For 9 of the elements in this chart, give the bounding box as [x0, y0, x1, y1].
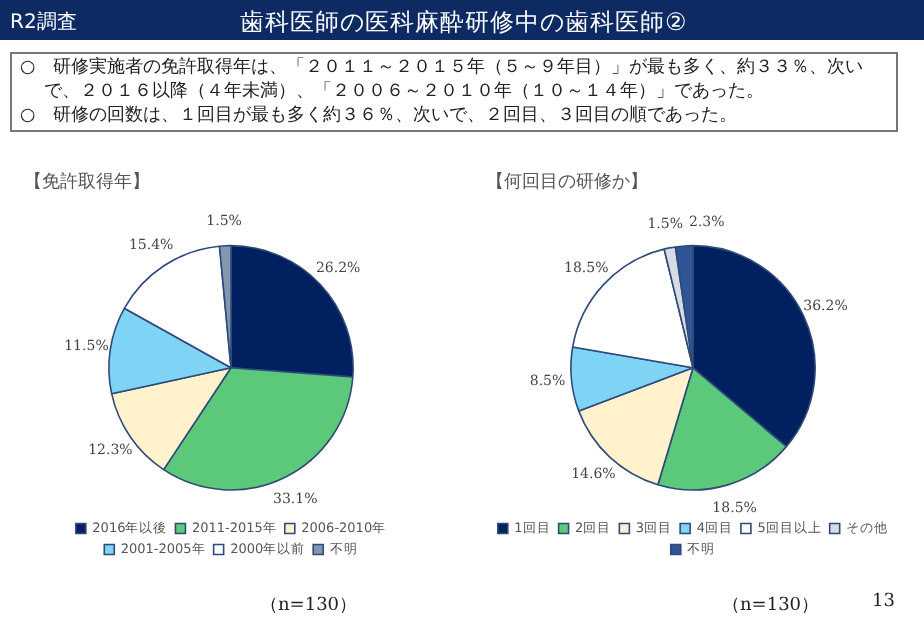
text: （n=130） — [722, 594, 820, 618]
text: ○ 研修の回数は、１回目が最も多く約３６％、次いで、２回目、３回目の順であった。 — [20, 104, 740, 128]
text: ○ 研修実施者の免許取得年は、「２０１１～２０１５年（５～９年目）」が最も多く、約３３％、次いで、２０１６以降（４年未満）、「２００６～２０１０年（１０～１４年）」であった。 — [20, 56, 866, 104]
text: R2調査 — [10, 9, 77, 36]
text: （n=130） — [260, 594, 358, 618]
chart-title: 【免許取得年】 — [24, 171, 150, 194]
chart-title: 【何回目の研修か】 — [486, 171, 648, 194]
text: 歯科医師の医科麻酔研修中の歯科医師② — [240, 6, 688, 40]
text: 13 — [872, 592, 895, 612]
